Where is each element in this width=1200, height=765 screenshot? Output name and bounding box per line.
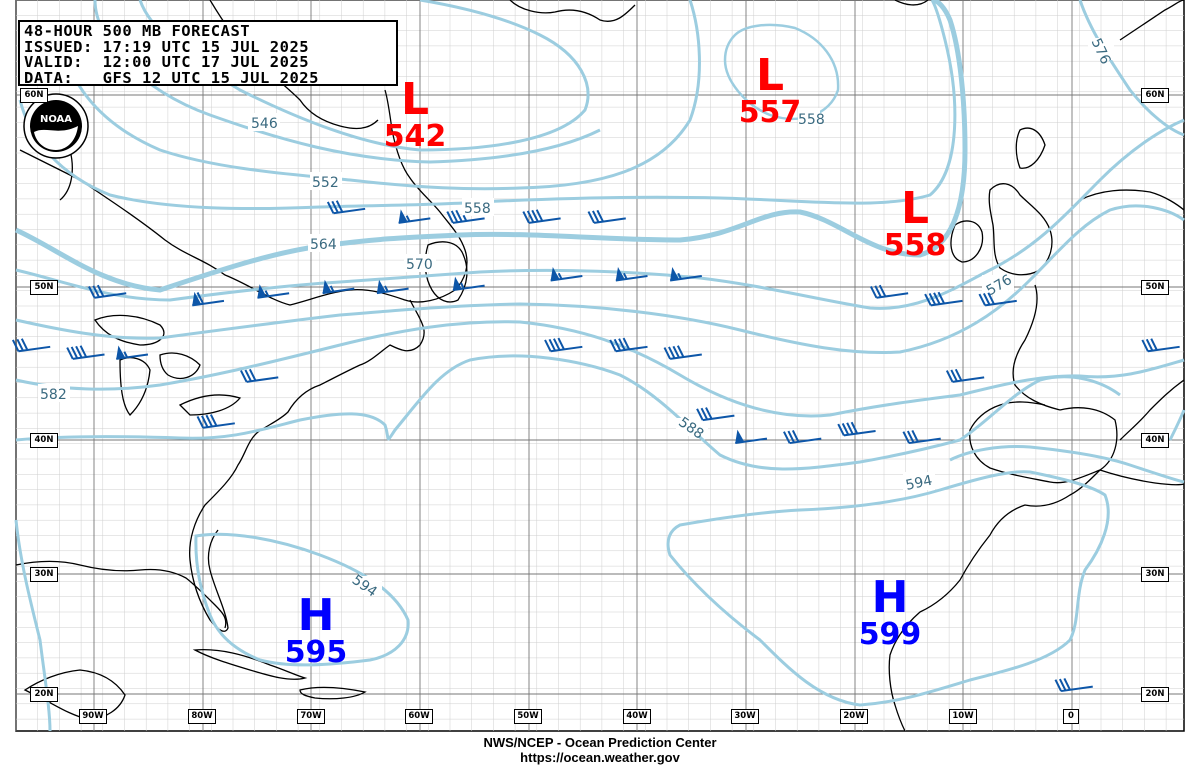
low-center: L 558 — [880, 187, 950, 261]
footer-org: NWS/NCEP - Ocean Prediction Center — [483, 735, 717, 750]
wind-barb — [116, 345, 149, 360]
high-letter: H — [297, 590, 335, 641]
low-value: 558 — [883, 228, 947, 263]
low-letter: L — [900, 183, 930, 234]
wind-barb — [192, 291, 225, 307]
noaa-logo-icon: NOAA — [23, 93, 89, 159]
lon-label-20w: 20W — [840, 709, 868, 724]
lat-label-40n: 40N — [30, 433, 58, 448]
contour-label: 570 — [406, 257, 433, 273]
low-letter: L — [400, 74, 430, 125]
wind-barb — [669, 267, 702, 282]
lat-label-30n: 30N — [30, 567, 58, 582]
wind-barb — [978, 292, 1017, 307]
lon-label-0: 0 — [1063, 709, 1079, 724]
wind-barb — [587, 209, 626, 224]
lat-label-20n: 20N — [30, 687, 58, 702]
lat-label-40n-right: 40N — [1141, 433, 1169, 448]
lon-label-80w: 80W — [188, 709, 216, 724]
wind-barb — [452, 276, 485, 292]
lon-label-10w: 10W — [949, 709, 977, 724]
wind-barb — [376, 279, 409, 295]
header-data: DATA: GFS 12 UTC 15 JUL 2025 — [24, 68, 319, 87]
contour-label: 564 — [310, 237, 337, 253]
wind-barb — [398, 209, 431, 224]
lat-label-50n-right: 50N — [1141, 280, 1169, 295]
lat-label-30n-right: 30N — [1141, 567, 1169, 582]
lon-label-40w: 40W — [623, 709, 651, 724]
high-value: 595 — [284, 635, 348, 670]
wind-barb — [322, 279, 355, 295]
wind-barbs — [11, 200, 1180, 693]
lon-label-60w: 60W — [405, 709, 433, 724]
wind-barb — [550, 267, 583, 282]
wind-barb — [696, 407, 735, 422]
wind-barb — [240, 368, 279, 383]
low-value: 557 — [738, 95, 802, 130]
wind-barb — [663, 345, 702, 360]
high-value: 599 — [858, 617, 922, 652]
wind-barb — [446, 209, 485, 224]
lon-label-30w: 30W — [731, 709, 759, 724]
low-value: 542 — [383, 119, 447, 154]
wind-barb — [783, 430, 822, 445]
lat-label-50n: 50N — [30, 280, 58, 295]
contour-label: 582 — [40, 387, 67, 403]
contour-label: 552 — [312, 175, 339, 191]
wind-barb — [66, 345, 105, 360]
low-center: L 557 — [735, 54, 805, 128]
wind-barb — [615, 267, 648, 282]
contour-label: 594 — [904, 473, 934, 494]
svg-text:NOAA: NOAA — [40, 114, 72, 125]
wind-barb — [1141, 338, 1180, 353]
wind-barb — [609, 337, 648, 353]
wind-barb — [544, 337, 583, 353]
contour-label: 558 — [464, 201, 491, 217]
wind-barb — [735, 429, 768, 445]
contour-labels: 546 552 558 564 570 576 582 588 594 594 … — [38, 36, 1114, 601]
contour-label: 558 — [798, 112, 825, 128]
lon-label-90w: 90W — [79, 709, 107, 724]
lon-label-70w: 70W — [297, 709, 325, 724]
contour-label: 546 — [251, 116, 278, 132]
header-issued: ISSUED: 17:19 UTC 15 JUL 2025 — [24, 37, 310, 56]
wind-barb — [837, 421, 876, 437]
wind-barb — [257, 284, 290, 299]
forecast-header: 48-HOUR 500 MB FORECAST ISSUED: 17:19 UT… — [18, 20, 398, 86]
wind-barb — [945, 368, 985, 383]
low-center: L 542 — [380, 78, 450, 152]
low-letter: L — [755, 50, 785, 101]
header-valid: VALID: 12:00 UTC 17 JUL 2025 — [24, 53, 310, 71]
footer-url: https://ocean.weather.gov — [520, 750, 680, 765]
wind-barb — [522, 209, 561, 224]
header-title: 48-HOUR 500 MB FORECAST — [24, 22, 251, 40]
wind-barb — [326, 200, 366, 215]
wind-barb — [11, 338, 51, 353]
lat-label-60n: 60N — [20, 88, 48, 103]
lat-label-20n-right: 20N — [1141, 687, 1169, 702]
high-center: H 595 — [281, 594, 351, 668]
wind-barb — [196, 414, 235, 429]
wind-barb — [1054, 678, 1093, 693]
high-center: H 599 — [855, 576, 925, 650]
wind-barb — [924, 291, 963, 307]
lat-label-60n-right: 60N — [1141, 88, 1169, 103]
high-letter: H — [871, 572, 909, 623]
wind-barb — [869, 284, 909, 299]
wind-barb — [88, 284, 127, 299]
lon-label-50w: 50W — [514, 709, 542, 724]
wind-barb — [902, 430, 941, 445]
